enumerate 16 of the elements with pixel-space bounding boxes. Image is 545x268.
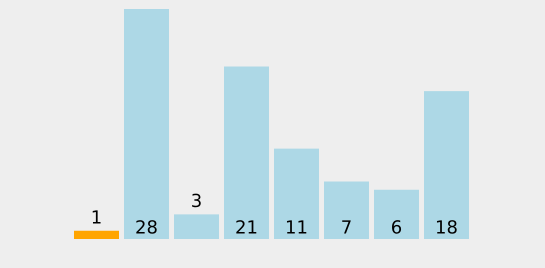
data-label: 7: [340, 218, 352, 239]
bar: [374, 190, 419, 239]
data-label: 3: [190, 191, 202, 212]
data-label: 11: [285, 218, 308, 239]
data-label: 21: [235, 218, 258, 239]
bar: [274, 148, 319, 239]
data-label: 18: [435, 218, 458, 239]
data-label: 28: [135, 218, 158, 239]
data-label: 1: [90, 207, 102, 228]
bar: [324, 182, 369, 239]
bar: [224, 66, 269, 239]
bar: [174, 214, 219, 239]
data-label: 6: [390, 218, 402, 239]
bar: [124, 9, 169, 239]
bar: [74, 230, 119, 239]
bar: [424, 91, 469, 239]
